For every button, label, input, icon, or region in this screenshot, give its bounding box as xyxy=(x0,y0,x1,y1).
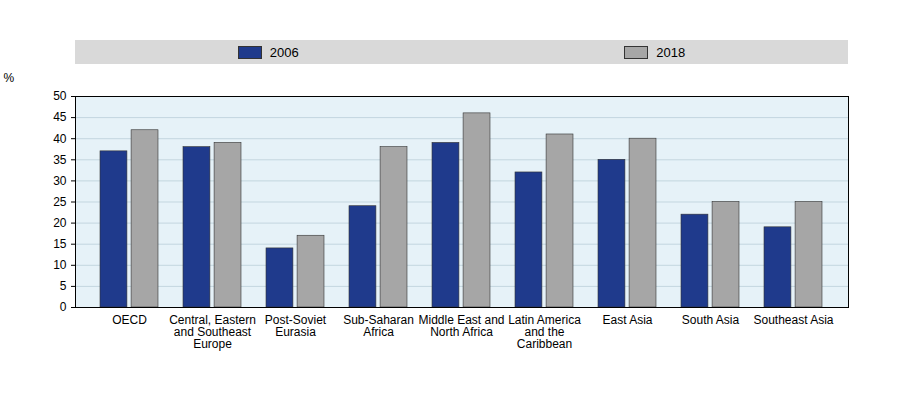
svg-text:20: 20 xyxy=(53,216,67,230)
svg-text:5: 5 xyxy=(60,279,67,293)
svg-text:Middle East andNorth Africa: Middle East andNorth Africa xyxy=(418,313,504,339)
svg-text:Post-SovietEurasia: Post-SovietEurasia xyxy=(265,313,327,339)
svg-text:Latin Americaand theCaribbean: Latin Americaand theCaribbean xyxy=(508,313,581,351)
svg-text:45: 45 xyxy=(53,110,67,124)
svg-text:40: 40 xyxy=(53,132,67,146)
svg-text:Central, Easternand SoutheastE: Central, Easternand SoutheastEurope xyxy=(169,313,256,351)
svg-text:OECD: OECD xyxy=(112,313,147,327)
svg-text:Sub-SaharanAfrica: Sub-SaharanAfrica xyxy=(343,313,414,339)
svg-text:0: 0 xyxy=(60,300,67,314)
html-text:2018: 2018 xyxy=(656,44,686,60)
svg-text:50: 50 xyxy=(53,89,67,103)
svg-text:15: 15 xyxy=(53,237,67,251)
svg-text:South Asia: South Asia xyxy=(682,313,740,327)
svg-text:%: % xyxy=(4,71,15,85)
svg-text:25: 25 xyxy=(53,195,67,209)
svg-text:Southeast Asia: Southeast Asia xyxy=(753,313,833,327)
svg-text:East Asia: East Asia xyxy=(602,313,652,327)
svg-text:10: 10 xyxy=(53,258,67,272)
html-text:2006: 2006 xyxy=(269,44,299,60)
svg-text:35: 35 xyxy=(53,153,67,167)
svg-text:30: 30 xyxy=(53,174,67,188)
